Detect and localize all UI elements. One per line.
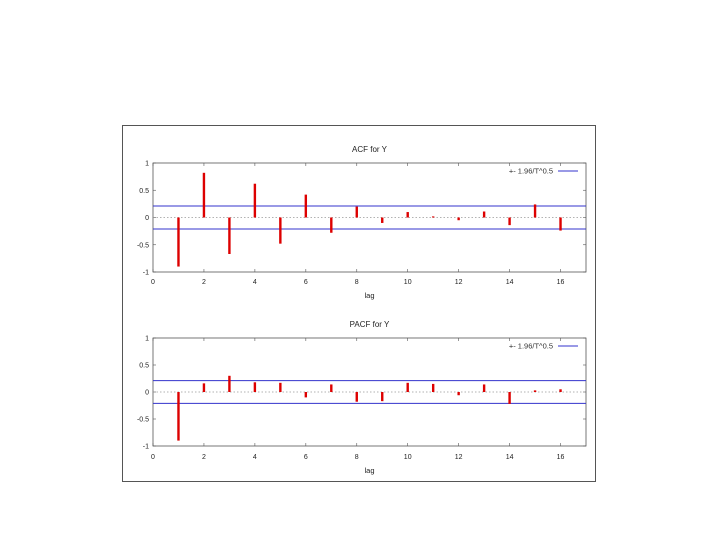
chart-title: PACF for Y: [350, 320, 390, 329]
x-tick-label: 8: [355, 279, 359, 286]
y-tick-label: -1: [143, 270, 149, 277]
y-tick-label: -0.5: [137, 417, 149, 424]
x-tick-label: 16: [557, 279, 565, 286]
legend-label: +- 1.96/T^0.5: [509, 342, 553, 351]
chart-title: ACF for Y: [352, 145, 388, 154]
x-tick-label: 16: [557, 454, 565, 461]
x-tick-label: 6: [304, 454, 308, 461]
x-tick-label: 8: [355, 454, 359, 461]
x-tick-label: 10: [404, 454, 412, 461]
chart-panel-2: PACF for Y10.50-0.5-10 2 4 6 8 10 12 14 16lag+- …: [137, 320, 587, 475]
x-axis-label: lag: [364, 466, 374, 475]
x-tick-label: 12: [455, 279, 463, 286]
y-tick-label: 1: [145, 336, 149, 343]
legend-label: +- 1.96/T^0.5: [509, 167, 553, 176]
x-tick-label: 4: [253, 279, 257, 286]
x-tick-label: 2: [202, 279, 206, 286]
x-tick-label: 0: [151, 279, 155, 286]
y-tick-label: -0.5: [137, 242, 149, 249]
x-axis-label: lag: [364, 291, 374, 300]
y-tick-label: 0.5: [139, 188, 149, 195]
y-tick-label: -1: [143, 444, 149, 451]
y-tick-label: 0: [145, 215, 149, 222]
y-tick-label: 0: [145, 390, 149, 397]
chart-frame: ACF for Y 1 0.5 0 -0.5 -1 0 2 4 6 8 10 12 14 16 lag +- 1…: [122, 125, 596, 482]
x-tick-label: 6: [304, 279, 308, 286]
x-tick-label: 12: [455, 454, 463, 461]
y-tick-label: 0.5: [139, 363, 149, 370]
x-tick-label: 14: [506, 279, 514, 286]
y-tick-label: 1: [145, 161, 149, 168]
x-tick-label: 14: [506, 454, 514, 461]
x-tick-label: 10: [404, 279, 412, 286]
x-tick-label: 2: [202, 454, 206, 461]
x-tick-label: 0: [151, 454, 155, 461]
x-tick-label: 4: [253, 454, 257, 461]
